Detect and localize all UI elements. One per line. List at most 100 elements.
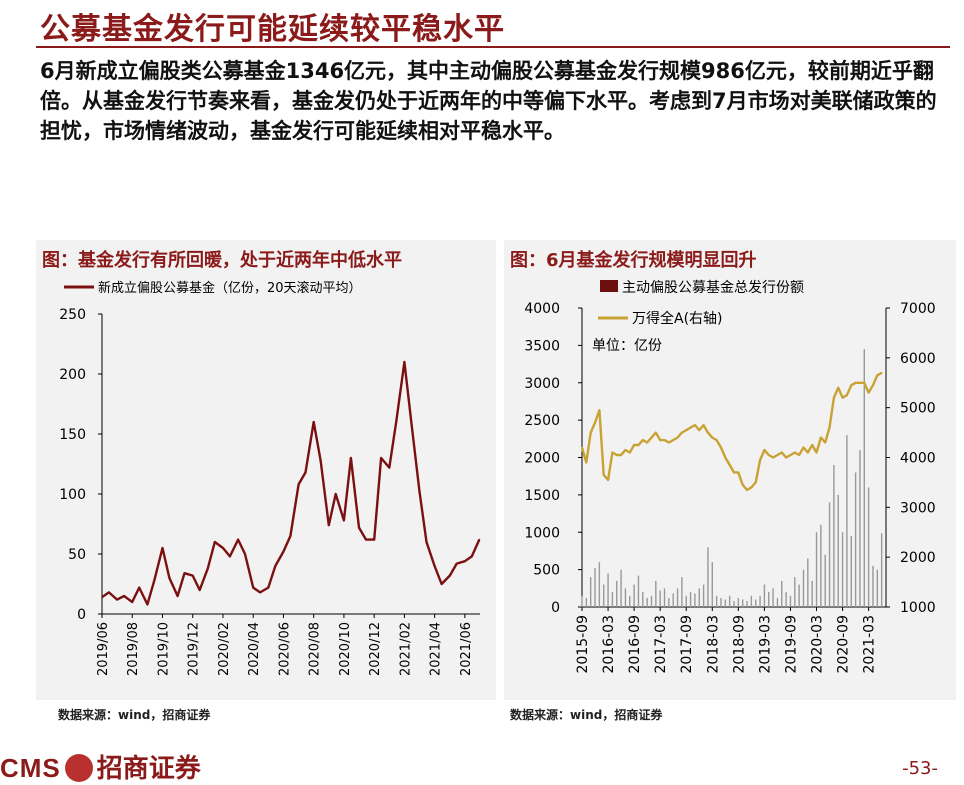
- right-data-point: [850, 384, 853, 387]
- right-x-tick-label: 2016-09: [627, 615, 643, 674]
- right-bar: [702, 584, 705, 607]
- right-data-point: [585, 461, 588, 464]
- right-data-point: [655, 431, 657, 434]
- right-bar: [663, 588, 666, 607]
- left-data-point: [440, 583, 443, 585]
- right-data-point: [872, 384, 874, 387]
- right-data-point: [811, 444, 813, 446]
- left-y-tick-label: 250: [59, 307, 86, 323]
- left-data-point: [319, 459, 322, 462]
- right-y2-tick-label: 1000: [900, 600, 936, 616]
- right-data-point: [620, 454, 622, 456]
- left-y-tick-label: 50: [68, 547, 86, 563]
- right-bar: [746, 601, 748, 607]
- left-data-point: [365, 538, 367, 541]
- right-data-point: [754, 481, 757, 484]
- right-data-point: [642, 439, 644, 441]
- right-bar: [876, 569, 879, 607]
- right-bar: [694, 593, 696, 607]
- left-data-point: [101, 596, 103, 598]
- right-y2-tick-label: 3000: [900, 500, 936, 516]
- left-data-point: [343, 519, 345, 522]
- right-data-point: [689, 426, 692, 429]
- left-data-point: [478, 538, 481, 541]
- right-chart-source: 数据来源：wind，招商证券: [510, 708, 663, 722]
- right-data-point: [772, 456, 774, 459]
- left-x-tick-label: 2020/10: [338, 622, 353, 676]
- right-bar: [872, 565, 874, 607]
- right-x-tick-label: 2020-03: [810, 615, 826, 674]
- right-bar: [867, 487, 870, 607]
- right-bar: [689, 592, 692, 607]
- left-data-point: [448, 574, 451, 577]
- right-data-point: [846, 394, 848, 397]
- right-y2-tick-label: 7000: [900, 301, 936, 317]
- left-data-point: [403, 361, 406, 363]
- left-series-line: [101, 360, 481, 606]
- right-bar: [659, 590, 661, 607]
- right-data-point: [598, 409, 601, 411]
- right-bar: [863, 349, 865, 607]
- right-y-tick-label: 1000: [524, 525, 560, 541]
- left-data-point: [312, 421, 315, 423]
- left-x-tick-label: 2021/04: [429, 622, 444, 676]
- right-x-tick-label: 2021-03: [862, 615, 878, 674]
- left-x-tick-label: 2020/04: [247, 622, 262, 676]
- right-y-tick-label: 0: [551, 600, 560, 616]
- right-data-point: [694, 424, 696, 426]
- right-unit-note: 单位：亿份: [592, 338, 662, 354]
- right-data-point: [763, 449, 766, 451]
- left-chart-panel: 图：基金发行有所回暖，处于近两年中低水平 新成立偏股公募基金（亿份，20天滚动平…: [36, 240, 496, 722]
- right-bar: [854, 472, 857, 607]
- right-bar: [603, 584, 605, 607]
- left-data-point: [267, 586, 270, 589]
- left-data-point: [131, 601, 134, 603]
- left-x-tick-label: 2019/10: [156, 622, 171, 676]
- right-bar: [633, 584, 635, 607]
- right-data-point: [841, 396, 844, 399]
- right-data-point: [615, 454, 618, 456]
- left-data-point: [433, 565, 436, 567]
- right-y2-tick-label: 5000: [900, 401, 936, 417]
- right-bar: [750, 595, 753, 607]
- brand-logo-latin: CMS: [0, 753, 61, 783]
- right-bar: [837, 494, 839, 607]
- right-bar: [846, 435, 848, 607]
- right-data-point: [728, 464, 731, 466]
- left-data-point: [108, 591, 110, 594]
- right-bar: [859, 450, 861, 607]
- right-data-point: [785, 456, 787, 459]
- right-bar: [646, 598, 648, 607]
- right-x-tick-label: 2019-09: [783, 615, 799, 674]
- right-data-point: [854, 381, 857, 384]
- right-data-point: [746, 489, 748, 491]
- right-bar: [850, 535, 852, 607]
- right-chart-panel: 图：6月基金发行规模明显回升 主动偏股公募基金总发行份额 万得全A(右轴) 单位：亿…: [504, 240, 956, 722]
- left-x-tick-label: 2019/12: [187, 622, 202, 676]
- right-bar: [676, 588, 679, 607]
- left-data-point: [274, 565, 277, 567]
- left-data-point: [213, 541, 216, 543]
- left-data-point: [380, 457, 382, 459]
- left-data-point: [191, 574, 194, 577]
- left-legend-label: 新成立偏股公募基金（亿份，20天滚动平均）: [98, 280, 362, 296]
- right-bar: [707, 547, 709, 607]
- right-bar: [672, 593, 674, 607]
- right-data-point: [863, 381, 866, 384]
- left-data-point: [418, 490, 421, 493]
- left-data-point: [304, 471, 307, 474]
- right-bar: [620, 569, 622, 607]
- left-chart-title: 图：基金发行有所回暖，处于近两年中低水平: [42, 250, 402, 271]
- right-legend-line-label: 万得全A(右轴): [632, 310, 723, 327]
- right-data-point: [611, 451, 614, 454]
- right-bar: [616, 580, 618, 607]
- right-data-point: [589, 431, 592, 434]
- right-data-point: [707, 431, 709, 434]
- right-series-line: [580, 371, 883, 492]
- brand-logo: CMS 招商证券: [0, 748, 201, 785]
- right-data-point: [741, 484, 744, 486]
- right-data-point: [880, 371, 883, 374]
- right-x-tick-label: 2018-03: [705, 615, 721, 674]
- left-data-point: [116, 598, 118, 601]
